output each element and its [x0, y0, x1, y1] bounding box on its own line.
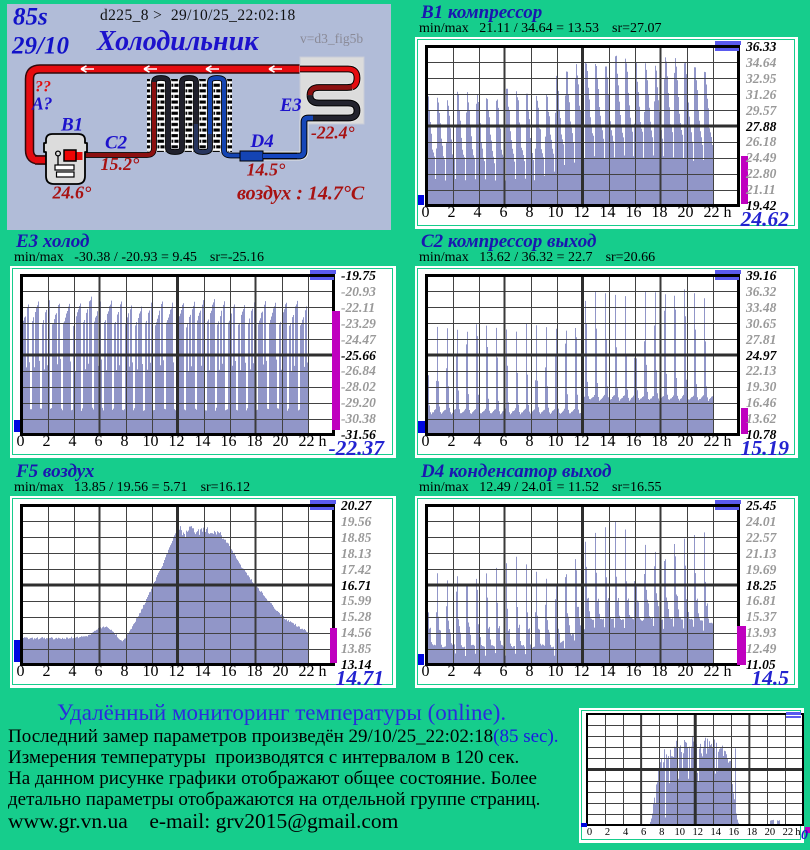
svg-text:D4: D4	[250, 131, 274, 152]
svg-text:Холодильник: Холодильник	[96, 26, 259, 57]
svg-text:-22.4°: -22.4°	[311, 123, 354, 143]
svg-text:??: ??	[35, 79, 51, 96]
svg-text:d225_8 > 29/10/25_22:02:18: d225_8 > 29/10/25_22:02:18	[100, 7, 296, 24]
svg-text:14.5°: 14.5°	[247, 160, 287, 180]
svg-text:v=d3_fig5b: v=d3_fig5b	[300, 31, 363, 46]
svg-text:A?: A?	[31, 94, 53, 114]
svg-text:B1: B1	[60, 115, 83, 136]
svg-text:E3: E3	[279, 96, 302, 116]
svg-text:24.6°: 24.6°	[52, 183, 93, 203]
svg-text:C2: C2	[105, 133, 128, 154]
svg-text:воздух : 14.7°C: воздух : 14.7°C	[237, 183, 365, 205]
svg-text:29/10: 29/10	[11, 33, 69, 60]
svg-text:15.2°: 15.2°	[101, 154, 141, 174]
svg-text:85s: 85s	[13, 4, 48, 31]
